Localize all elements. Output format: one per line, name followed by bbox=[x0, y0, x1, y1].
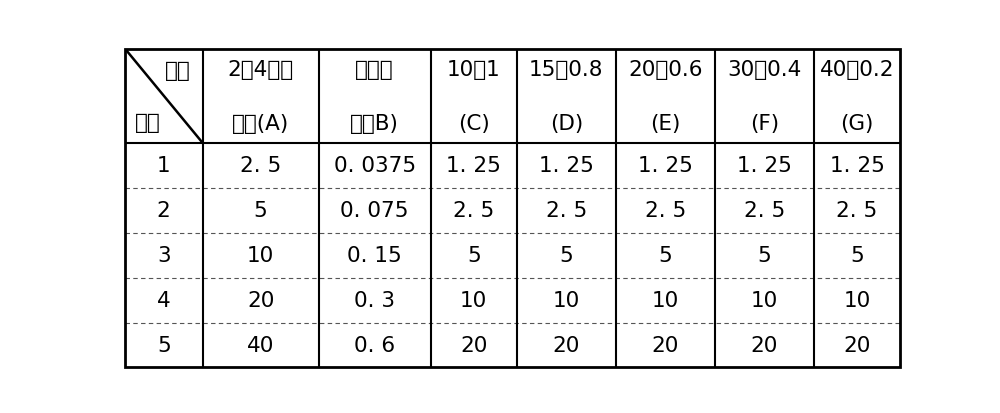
Text: 40: 40 bbox=[247, 335, 274, 355]
Text: 20: 20 bbox=[247, 290, 274, 310]
Text: (G): (G) bbox=[840, 114, 874, 133]
Text: (E): (E) bbox=[650, 114, 681, 133]
Text: 5: 5 bbox=[254, 201, 268, 221]
Text: (F): (F) bbox=[750, 114, 779, 133]
Text: (D): (D) bbox=[550, 114, 583, 133]
Text: 10：1: 10：1 bbox=[447, 59, 501, 79]
Text: 20: 20 bbox=[751, 335, 778, 355]
Text: 30：0.4: 30：0.4 bbox=[727, 59, 802, 79]
Text: 2. 5: 2. 5 bbox=[453, 201, 494, 221]
Text: 0. 0375: 0. 0375 bbox=[334, 156, 416, 176]
Text: 5: 5 bbox=[758, 245, 771, 266]
Text: 2. 5: 2. 5 bbox=[836, 201, 878, 221]
Text: 1. 25: 1. 25 bbox=[539, 156, 594, 176]
Text: 双氟磺: 双氟磺 bbox=[355, 59, 394, 79]
Text: 草胺B): 草胺B) bbox=[350, 114, 399, 133]
Text: 20: 20 bbox=[553, 335, 580, 355]
Text: 0. 3: 0. 3 bbox=[354, 290, 395, 310]
Text: 3: 3 bbox=[157, 245, 171, 266]
Text: 辛酯(A): 辛酯(A) bbox=[232, 114, 289, 133]
Text: 10: 10 bbox=[460, 290, 487, 310]
Text: 20: 20 bbox=[460, 335, 487, 355]
Text: 5: 5 bbox=[658, 245, 672, 266]
Text: 0. 075: 0. 075 bbox=[340, 201, 409, 221]
Text: 20：0.6: 20：0.6 bbox=[628, 59, 703, 79]
Text: 1: 1 bbox=[157, 156, 171, 176]
Text: 20: 20 bbox=[843, 335, 871, 355]
Text: 2. 5: 2. 5 bbox=[546, 201, 587, 221]
Text: 1. 25: 1. 25 bbox=[830, 156, 884, 176]
Text: 10: 10 bbox=[247, 245, 274, 266]
Text: 40：0.2: 40：0.2 bbox=[820, 59, 894, 79]
Text: 1. 25: 1. 25 bbox=[446, 156, 501, 176]
Text: 10: 10 bbox=[751, 290, 778, 310]
Text: 20: 20 bbox=[652, 335, 679, 355]
Text: 1. 25: 1. 25 bbox=[737, 156, 792, 176]
Text: 10: 10 bbox=[843, 290, 871, 310]
Text: 0. 6: 0. 6 bbox=[354, 335, 395, 355]
Text: 2. 5: 2. 5 bbox=[744, 201, 785, 221]
Text: 2. 5: 2. 5 bbox=[240, 156, 281, 176]
Text: 4: 4 bbox=[157, 290, 171, 310]
Text: 水平: 水平 bbox=[135, 112, 161, 132]
Text: 2. 5: 2. 5 bbox=[645, 201, 686, 221]
Text: 5: 5 bbox=[467, 245, 481, 266]
Text: 15：0.8: 15：0.8 bbox=[529, 59, 604, 79]
Text: 5: 5 bbox=[157, 335, 171, 355]
Text: 2: 2 bbox=[157, 201, 171, 221]
Text: 5: 5 bbox=[559, 245, 573, 266]
Text: 10: 10 bbox=[652, 290, 679, 310]
Text: 2甲4氯异: 2甲4氯异 bbox=[228, 59, 294, 79]
Text: 0. 15: 0. 15 bbox=[347, 245, 402, 266]
Text: 10: 10 bbox=[553, 290, 580, 310]
Text: 处理: 处理 bbox=[165, 61, 191, 81]
Text: (C): (C) bbox=[458, 114, 490, 133]
Text: 5: 5 bbox=[850, 245, 864, 266]
Text: 1. 25: 1. 25 bbox=[638, 156, 693, 176]
